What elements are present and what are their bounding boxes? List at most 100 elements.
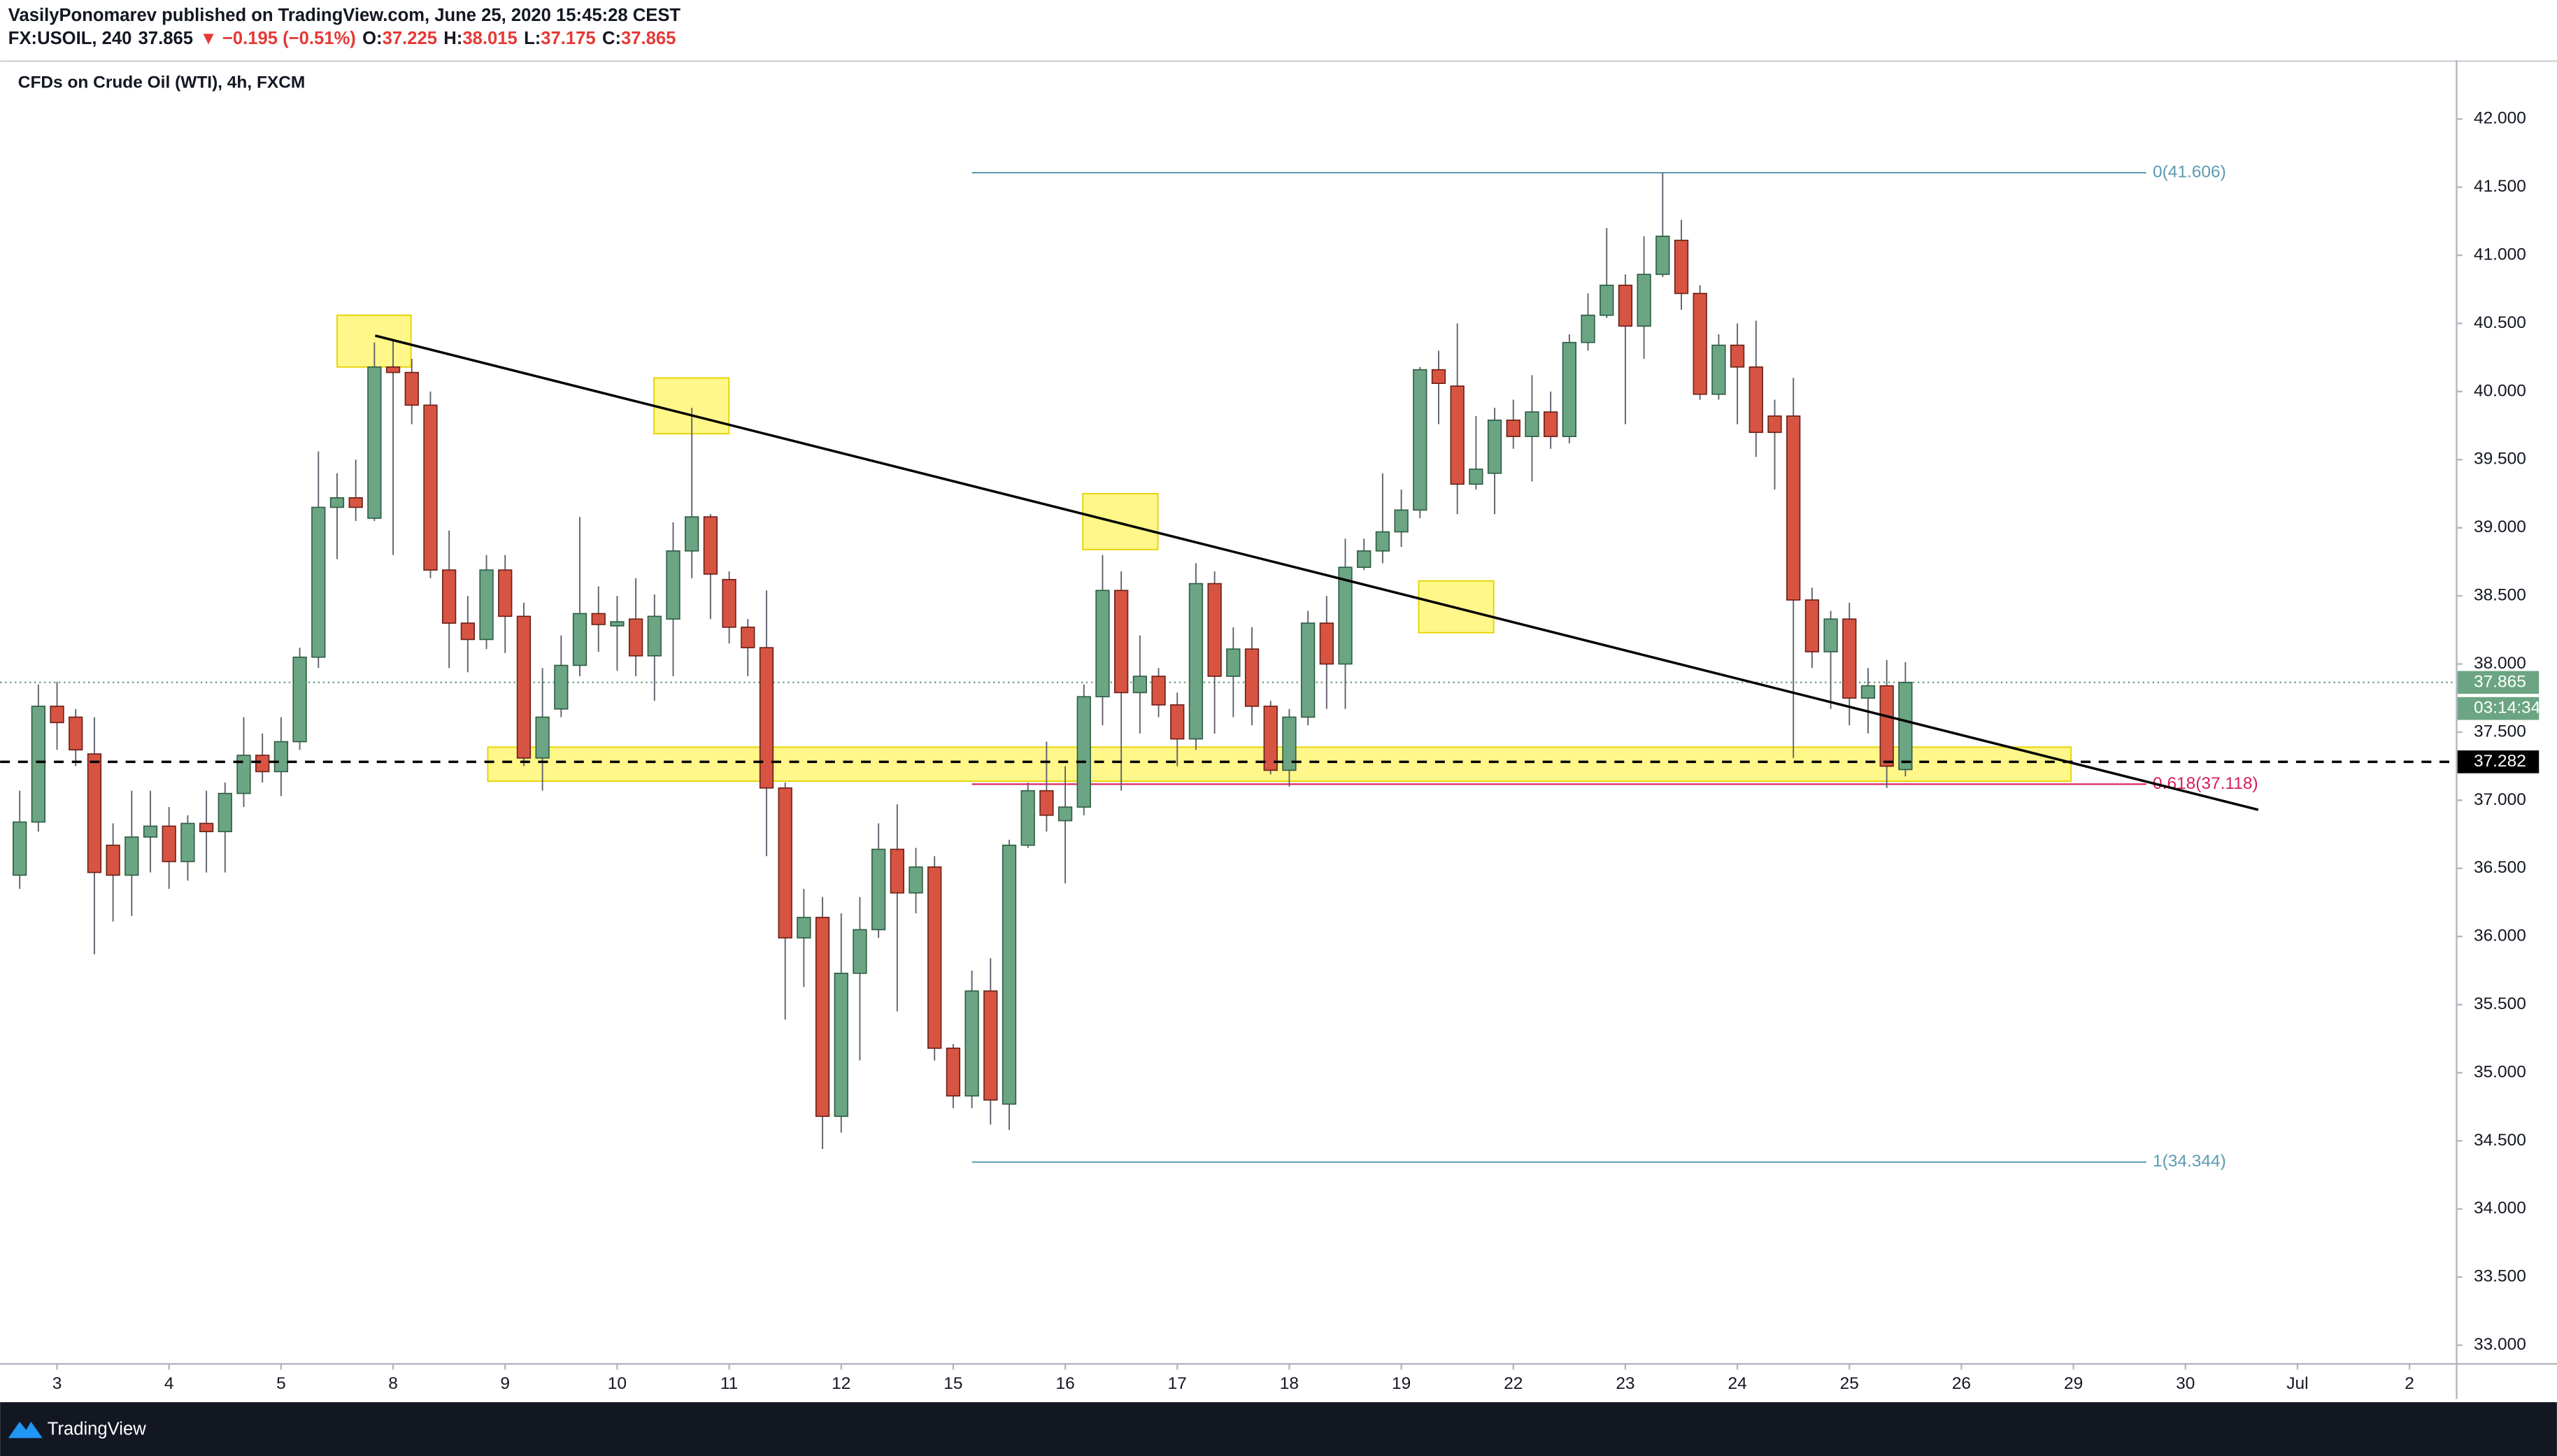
- y-tick-label: 33.500: [2474, 1267, 2526, 1286]
- candle-body: [236, 755, 251, 794]
- x-tick-label: 12: [832, 1374, 850, 1393]
- x-tick-label: 17: [1168, 1374, 1187, 1393]
- candle-body: [1544, 411, 1558, 437]
- candle-body: [1413, 369, 1427, 511]
- symbol-info: FX:USOIL, 240 37.865 ▼ −0.195 (−0.51%) O:37…: [8, 29, 676, 48]
- x-tick-label: 10: [608, 1374, 627, 1393]
- countdown-label: 03:14:34: [2474, 699, 2540, 718]
- symbol-info-part: FX:USOIL, 240: [8, 29, 132, 48]
- candle-body: [759, 647, 774, 789]
- candle-body: [964, 990, 979, 1097]
- highlight-zone: [487, 746, 2072, 782]
- hline-label-box: [2457, 750, 2540, 773]
- candle-body: [1804, 599, 1820, 652]
- y-tick-label: 36.000: [2474, 927, 2526, 945]
- candle-body: [1600, 285, 1614, 316]
- candle-body: [162, 825, 176, 862]
- candle-body: [983, 990, 998, 1101]
- symbol-info-part: 37.865: [138, 29, 193, 48]
- x-tick-label: 5: [276, 1374, 286, 1393]
- candle-body: [1618, 285, 1633, 327]
- symbol-info-part: O:: [362, 29, 382, 48]
- candle-body: [367, 366, 382, 519]
- candle-body: [1581, 314, 1595, 343]
- y-tick-label: 37.000: [2474, 790, 2526, 809]
- y-tick-label: 38.000: [2474, 654, 2526, 673]
- y-tick-label: 40.000: [2474, 381, 2526, 400]
- candle-body: [348, 497, 363, 508]
- candle-body: [460, 622, 475, 641]
- candle-body: [69, 716, 83, 751]
- candle-body: [311, 506, 326, 658]
- candle-body: [1655, 235, 1670, 276]
- candle-body: [1748, 366, 1763, 434]
- candle-body: [591, 613, 606, 625]
- fib-label: 0(41.606): [2153, 162, 2226, 181]
- candle-body: [218, 792, 232, 832]
- candle-body: [1730, 344, 1745, 368]
- candle-body: [1506, 419, 1520, 437]
- candle-body: [853, 929, 867, 974]
- x-tick-label: 4: [164, 1374, 174, 1393]
- candle-body: [1525, 411, 1539, 437]
- candle-body: [1114, 590, 1129, 694]
- candle-body: [1263, 706, 1278, 771]
- candle-body: [1002, 844, 1017, 1105]
- candle-body: [1823, 618, 1838, 652]
- x-tick-label: 16: [1055, 1374, 1074, 1393]
- candle-body: [1357, 550, 1372, 568]
- candle-body: [516, 615, 532, 759]
- y-tick-label: 39.000: [2474, 518, 2526, 536]
- candle-body: [1151, 676, 1166, 706]
- candle-body: [498, 569, 513, 618]
- candle-body: [124, 836, 139, 876]
- symbol-info-part: C:: [602, 29, 621, 48]
- x-tick-label: 24: [1728, 1374, 1746, 1393]
- y-tick-label: 42.000: [2474, 109, 2526, 128]
- fib-label: 0.618(37.118): [2153, 774, 2258, 793]
- symbol-line: FX:USOIL, 240 37.865 ▼ −0.195 (−0.51%) O:37…: [8, 29, 676, 48]
- candle-body: [1842, 618, 1857, 699]
- publish-line: VasilyPonomarev published on TradingView…: [8, 6, 681, 25]
- candle-body: [423, 404, 438, 571]
- y-tick-label: 41.000: [2474, 245, 2526, 264]
- candle-body: [927, 866, 942, 1049]
- symbol-info-part: L:: [524, 29, 541, 48]
- x-tick-label: 30: [2176, 1374, 2195, 1393]
- candle-body: [685, 516, 699, 552]
- x-tick-label: 11: [720, 1374, 738, 1393]
- candle-body: [535, 716, 550, 759]
- candle-body: [909, 866, 923, 894]
- x-tick-label: 3: [52, 1374, 62, 1393]
- candle-body: [479, 569, 494, 641]
- candle-body: [1469, 469, 1483, 485]
- candle-body: [610, 621, 625, 627]
- candle-body: [1711, 344, 1726, 395]
- countdown-label-box: [2457, 697, 2540, 720]
- candle-body: [1057, 806, 1073, 822]
- candle-body: [385, 366, 401, 373]
- last-price-label-box: [2457, 671, 2540, 694]
- candle-body: [554, 664, 569, 710]
- candle-body: [1095, 590, 1110, 698]
- candle-body: [1300, 622, 1316, 718]
- candle-body: [778, 787, 792, 938]
- candle-body: [1132, 676, 1147, 694]
- candle-body: [890, 848, 904, 894]
- candle-body: [834, 972, 848, 1118]
- candle-body: [1767, 415, 1782, 434]
- x-tick-label: 18: [1280, 1374, 1299, 1393]
- candle-body: [1693, 292, 1707, 395]
- candle-body: [143, 825, 158, 838]
- y-tick-label: 41.500: [2474, 177, 2526, 196]
- footer-brand: TradingView: [48, 1419, 147, 1439]
- candle-body: [1207, 583, 1222, 677]
- candle-body: [1244, 648, 1260, 707]
- logo: [8, 1422, 43, 1439]
- candle-body: [797, 917, 811, 938]
- candle-body: [292, 656, 307, 743]
- candle-body: [1039, 790, 1054, 816]
- candle-body: [180, 822, 195, 862]
- trend-line: [375, 334, 2259, 811]
